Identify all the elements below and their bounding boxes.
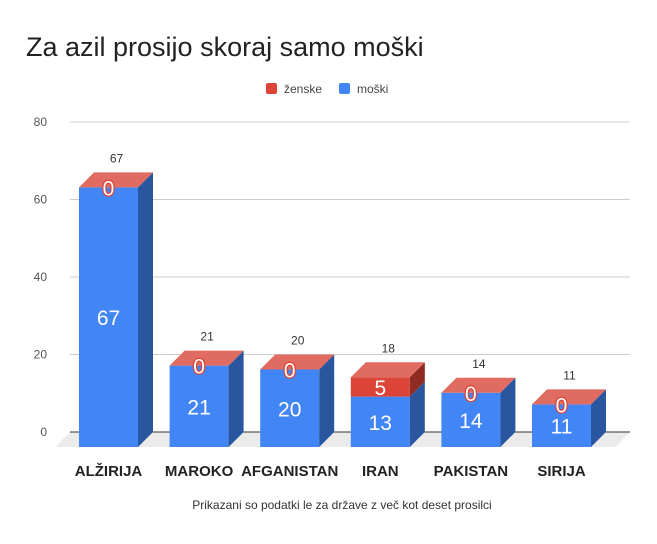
- bar-top: [260, 354, 335, 370]
- data-label-moški: 13: [369, 412, 392, 435]
- x-tick-label: AFGANISTAN: [241, 463, 338, 480]
- bar-side: [409, 362, 425, 397]
- bar-side: [500, 377, 516, 447]
- x-tick-label: SIRIJA: [537, 463, 586, 480]
- bar-group: 14 0 14 PAKISTAN: [434, 357, 516, 480]
- chart-title: Za azil prosijo skoraj samo moški: [26, 32, 424, 62]
- bar-ženske[interactable]: [350, 377, 410, 397]
- data-label-ženske: 0: [103, 177, 115, 200]
- legend-label-moski: moški: [357, 82, 388, 96]
- legend-swatch-moski: [339, 83, 350, 94]
- bar-moški[interactable]: [532, 404, 591, 447]
- data-label-moški: 14: [459, 410, 483, 433]
- bar-side: [591, 389, 606, 447]
- x-tick-label: PAKISTAN: [434, 463, 508, 480]
- bar-moški[interactable]: [350, 396, 410, 447]
- y-tick-label: 20: [34, 348, 48, 362]
- bar-moški[interactable]: [441, 392, 501, 447]
- legend-label-zenske: ženske: [284, 82, 322, 96]
- bar-side: [319, 354, 335, 447]
- bar-group: 21 0 21 MAROKO: [165, 330, 244, 480]
- data-label-ženske: 0: [193, 356, 205, 379]
- y-tick-label: 80: [34, 115, 48, 129]
- legend-swatch-zenske: [266, 83, 277, 94]
- bar-group: 20 0 20 AFGANISTAN: [241, 334, 338, 481]
- y-tick-label: 60: [34, 193, 48, 207]
- bar-top: [350, 362, 425, 378]
- footnote: Prikazani so podatki le za države z več …: [192, 498, 491, 512]
- total-label: 21: [200, 330, 214, 344]
- data-label-moški: 20: [278, 398, 301, 421]
- x-tick-label: MAROKO: [165, 463, 234, 480]
- data-label-ženske: 0: [556, 394, 568, 417]
- bar-side: [228, 350, 244, 447]
- bar-top: [532, 389, 606, 405]
- bar-group: 67 0 67 ALŽIRIJA: [75, 151, 153, 480]
- x-tick-label: IRAN: [362, 463, 399, 480]
- data-label-moški: 11: [551, 416, 573, 439]
- y-tick-label: 0: [40, 425, 47, 439]
- bar-side: [409, 381, 425, 447]
- x-tick-label: ALŽIRIJA: [75, 462, 143, 480]
- bar-moški[interactable]: [169, 365, 229, 447]
- total-label: 18: [382, 341, 396, 355]
- bar-side: [138, 172, 153, 447]
- total-label: 67: [110, 151, 124, 165]
- data-label-moški: 21: [187, 396, 210, 419]
- data-label-ženske: 5: [374, 377, 386, 400]
- y-tick-label: 40: [34, 270, 48, 284]
- bar-top: [441, 377, 516, 393]
- total-label: 14: [472, 357, 486, 371]
- data-label-ženske: 0: [284, 360, 296, 383]
- bar-moški[interactable]: [260, 369, 320, 448]
- legend: ženske moški: [266, 82, 388, 96]
- bar-top: [79, 172, 153, 188]
- total-label: 11: [563, 368, 576, 382]
- data-label-moški: 67: [97, 307, 120, 330]
- total-label: 20: [291, 334, 305, 348]
- bar-moški[interactable]: [79, 187, 138, 447]
- bar-top: [169, 350, 244, 366]
- data-label-ženske: 0: [465, 383, 477, 406]
- bar-group: 13 5 18 IRAN: [350, 341, 425, 480]
